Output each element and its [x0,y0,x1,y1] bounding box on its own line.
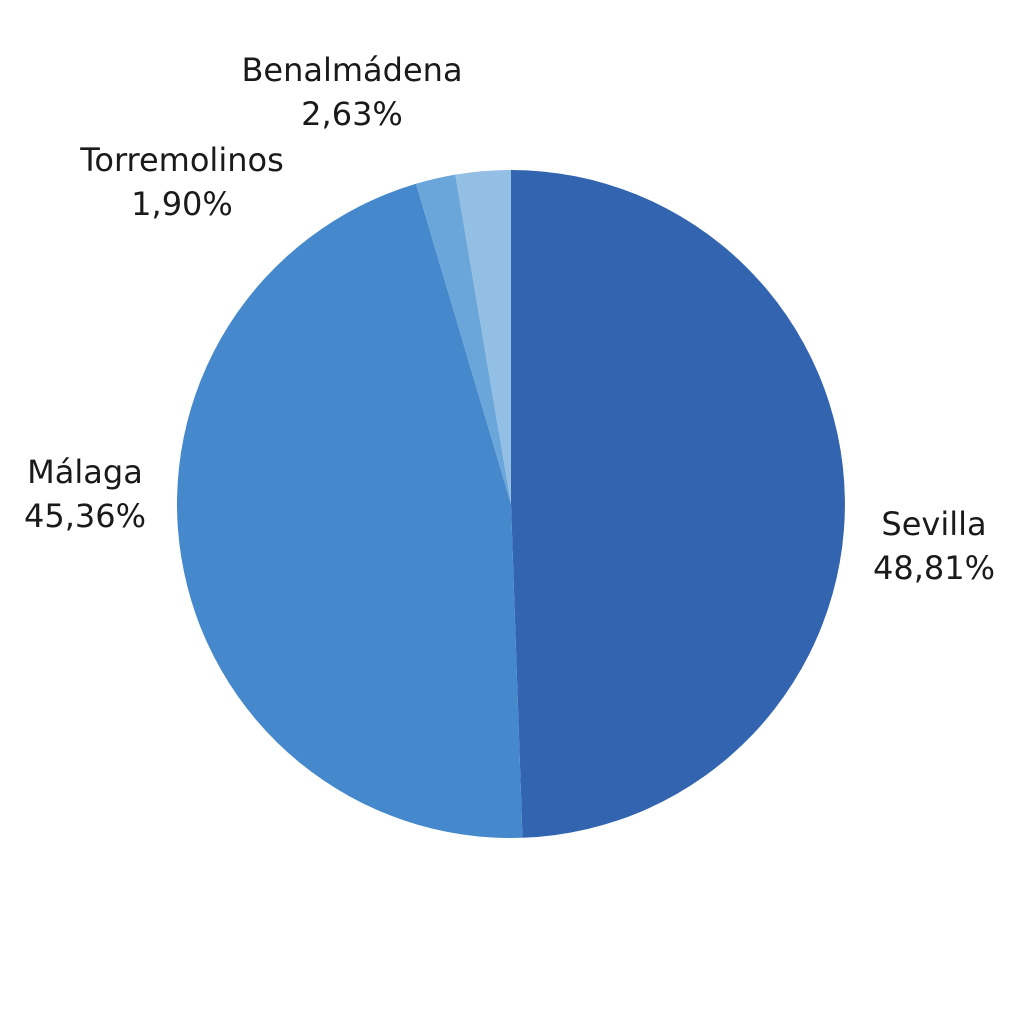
pie-slices [177,170,845,838]
label-malaga-value: 45,36% [23,497,147,535]
pie-slice-benalmadena [455,170,511,504]
pie-slice-torremolinos [416,174,511,505]
label-torremolinos-value: 1,90% [131,185,233,223]
pie-slice-malaga [177,183,523,838]
label-benalmadena: Benalmádena 2,63% [241,48,462,136]
label-torremolinos-name: Torremolinos [80,141,284,179]
label-sevilla: Sevilla 48,81% [873,502,995,590]
label-malaga: Málaga 45,36% [24,450,146,538]
label-benalmadena-value: 2,63% [301,95,403,133]
pie-slice-sevilla [511,170,845,838]
label-torremolinos: Torremolinos 1,90% [80,138,283,226]
label-sevilla-name: Sevilla [881,505,987,543]
label-benalmadena-name: Benalmádena [241,51,463,89]
label-malaga-name: Málaga [27,453,143,491]
label-sevilla-value: 48,81% [872,549,996,587]
